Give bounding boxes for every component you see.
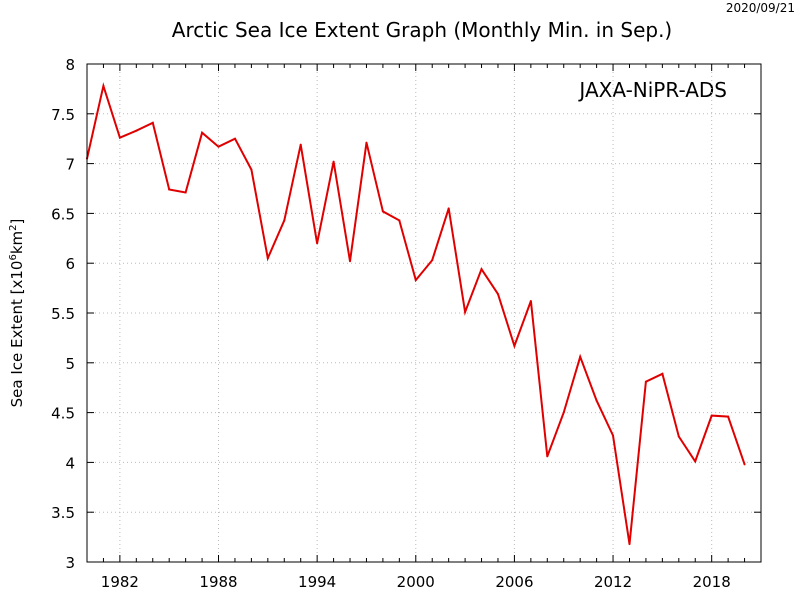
y-tick-label: 5: [65, 355, 75, 373]
grid: [87, 64, 761, 562]
data-point: [316, 242, 319, 245]
y-tick-label: 5.5: [51, 305, 75, 323]
y-tick-label: 4.5: [51, 405, 75, 423]
data-point: [135, 129, 138, 132]
data-point: [168, 188, 171, 191]
x-tick-label: 1988: [199, 573, 237, 591]
data-point: [299, 143, 302, 146]
series-layer: [86, 82, 746, 545]
data-point: [250, 168, 253, 171]
data-point: [694, 460, 697, 463]
chart-title: Arctic Sea Ice Extent Graph (Monthly Min…: [172, 18, 672, 42]
data-point: [595, 399, 598, 402]
date-stamp: 2020/09/21: [726, 1, 795, 15]
source-label: JAXA-NiPR-ADS: [577, 78, 727, 102]
y-tick-label: 7: [65, 156, 75, 174]
data-point: [644, 380, 647, 383]
tick-labels: 3 3.5 4 4.5 5 5.5 6 6.5 7 7.5 8 1982 1988 1994 2000 200…: [51, 56, 731, 591]
y-tick-label: 6.5: [51, 205, 75, 223]
data-point: [562, 411, 565, 414]
data-point: [201, 131, 204, 134]
x-tick-label: 1994: [298, 573, 336, 591]
plot-frame: [86, 63, 762, 563]
data-point: [496, 293, 499, 296]
data-point: [529, 300, 532, 303]
data-point: [233, 137, 236, 140]
data-points: [86, 84, 746, 546]
data-point: [151, 121, 154, 124]
data-point: [447, 207, 450, 210]
data-point: [283, 219, 286, 222]
y-tick-label: 3.5: [51, 504, 75, 522]
data-point: [431, 259, 434, 262]
data-point: [184, 191, 187, 194]
y-tick-label: 7.5: [51, 106, 75, 124]
y-axis-label: Sea Ice Extent [x106km2]: [8, 219, 26, 408]
x-tick-label: 2000: [397, 573, 435, 591]
x-tick-label: 1982: [101, 573, 139, 591]
data-point: [266, 257, 269, 260]
data-point: [414, 279, 417, 282]
data-point: [546, 455, 549, 458]
data-point: [349, 260, 352, 263]
data-point: [628, 543, 631, 546]
data-point: [513, 344, 516, 347]
data-point: [480, 268, 483, 271]
data-point: [102, 84, 105, 87]
data-point: [710, 414, 713, 417]
data-point: [661, 372, 664, 375]
data-point: [398, 219, 401, 222]
data-point: [612, 434, 615, 437]
data-point: [464, 311, 467, 314]
y-tick-label: 3: [65, 554, 75, 572]
data-point: [118, 136, 121, 139]
ticks: [87, 63, 761, 563]
data-point: [677, 435, 680, 438]
data-point: [217, 145, 220, 148]
x-tick-label: 2012: [594, 573, 632, 591]
data-point: [365, 141, 368, 144]
data-point: [381, 210, 384, 213]
series-line: [86, 82, 746, 545]
x-tick-label: 2018: [693, 573, 731, 591]
y-tick-label: 4: [65, 454, 75, 472]
data-point: [332, 160, 335, 163]
y-tick-label: 6: [65, 255, 75, 273]
data-point: [579, 355, 582, 358]
x-tick-label: 2006: [495, 573, 533, 591]
data-point: [727, 415, 730, 418]
data-point: [743, 463, 746, 466]
y-tick-label: 8: [65, 56, 75, 74]
